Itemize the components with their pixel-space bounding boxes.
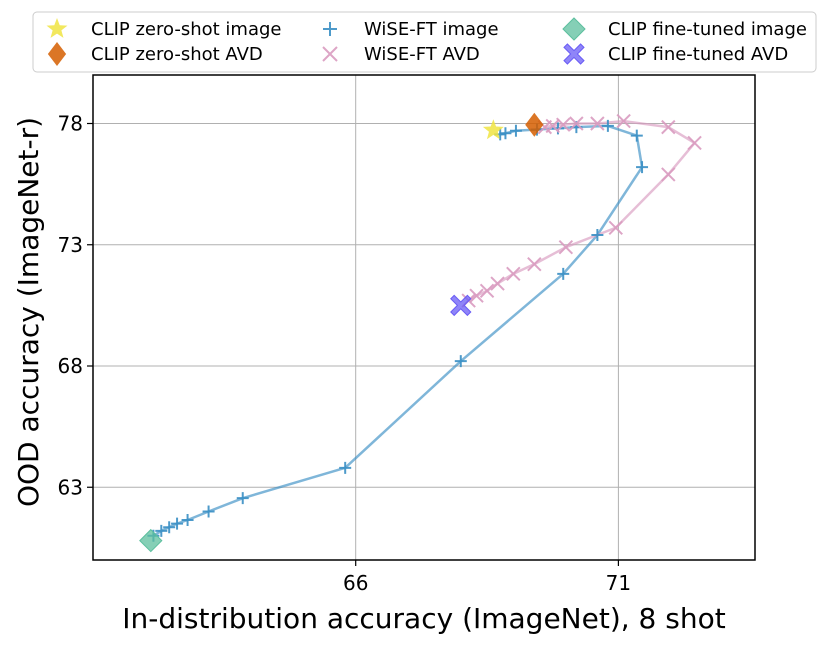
x-axis-label: In-distribution accuracy (ImageNet), 8 s…	[122, 602, 725, 635]
legend-marker-wise-ft-image	[323, 22, 337, 36]
wise-ft-avd-point	[608, 220, 623, 235]
wise-ft-avd-point	[616, 113, 631, 129]
wise-ft-image-point	[181, 513, 194, 526]
wise-ft-image-point	[155, 524, 168, 537]
wise-ft-image-point	[499, 127, 512, 140]
wise-ft-image-point	[163, 521, 176, 534]
wise-ft-avd-point	[469, 288, 484, 303]
wise-ft-image-point	[236, 492, 249, 505]
legend-label-wise-ft-avd: WiSE-FT AVD	[364, 44, 480, 65]
legend-marker-clip-zero-shot-image	[46, 18, 68, 38]
wise-ft-avd-point	[661, 119, 676, 135]
legend-label-clip-fine-tuned-image: CLIP fine-tuned image	[608, 19, 807, 40]
y-ticks: 63 68 73 78	[58, 112, 93, 499]
legend-marker-clip-zero-shot-avd	[47, 42, 67, 66]
plot-frame	[92, 74, 756, 561]
x-tick-label: 71	[606, 571, 631, 595]
wise-ft-avd-point	[506, 266, 521, 282]
wise-ft-image-line	[152, 124, 644, 537]
x-ticks: 66 71	[343, 560, 631, 595]
y-tick-label: 63	[58, 475, 83, 499]
wise-ft-image-point	[339, 461, 352, 474]
wise-ft-avd-point	[479, 283, 495, 299]
clip-zero-shot-avd-point	[525, 112, 544, 137]
legend: CLIP zero-shot image CLIP zero-shot AVD Wi…	[32, 11, 817, 73]
legend-label-clip-zero-shot-image: CLIP zero-shot image	[91, 19, 282, 40]
wise-ft-image-point	[630, 129, 643, 142]
wise-ft-image-point	[636, 161, 649, 174]
wise-ft-image-point	[202, 505, 215, 518]
wise-ft-avd-point	[527, 256, 542, 272]
legend-label-clip-zero-shot-avd: CLIP zero-shot AVD	[91, 44, 263, 65]
gridlines	[93, 75, 755, 560]
plot-markers	[139, 112, 702, 553]
wise-ft-image-point	[171, 517, 184, 530]
x-tick-label: 66	[343, 571, 368, 595]
plot-lines	[152, 119, 696, 537]
wise-ft-avd-line	[468, 119, 696, 302]
wise-ft-image-point	[601, 119, 614, 132]
legend-box	[32, 11, 817, 73]
wise-ft-image-point	[454, 355, 467, 368]
clip-zero-shot-image-point	[482, 119, 504, 140]
wise-ft-avd-point	[569, 116, 584, 131]
wise-ft-avd-point	[490, 276, 505, 291]
y-axis-label: OOD accuracy (ImageNet-r)	[12, 117, 45, 507]
clip-fine-tuned-avd-point	[450, 294, 472, 317]
legend-marker-wise-ft-avd	[322, 46, 338, 62]
legend-label-clip-fine-tuned-avd: CLIP fine-tuned AVD	[608, 44, 788, 65]
legend-label-wise-ft-image: WiSE-FT image	[364, 19, 499, 40]
wise-ft-avd-point	[590, 116, 605, 131]
y-tick-label: 68	[58, 354, 83, 378]
wise-ft-avd-point	[661, 167, 676, 182]
wise-ft-image-point	[591, 229, 604, 242]
wise-ft-image-point	[557, 267, 570, 280]
legend-marker-clip-fine-tuned-avd	[563, 43, 585, 65]
wise-ft-avd-point	[687, 135, 702, 151]
legend-marker-clip-fine-tuned-image	[562, 17, 586, 41]
wise-ft-avd-point	[558, 239, 574, 255]
wise-ft-image-point	[509, 124, 522, 137]
y-tick-label: 78	[58, 112, 83, 136]
y-tick-label: 73	[58, 233, 83, 257]
clip-fine-tuned-image-point	[139, 528, 163, 553]
